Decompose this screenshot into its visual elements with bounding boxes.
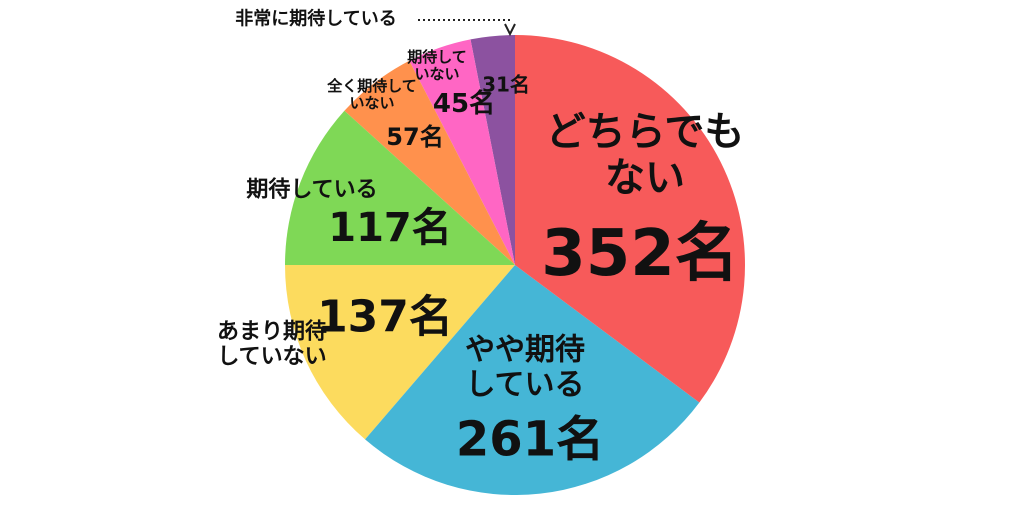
- pie-slice: [344, 60, 515, 265]
- pie-slice: [285, 265, 515, 440]
- leader-arrow: [504, 23, 516, 37]
- category-label: 期待していない: [407, 47, 467, 83]
- value-label: 117名: [328, 205, 452, 251]
- category-label: やや期待している: [465, 332, 585, 402]
- category-label: 非常に期待している: [235, 8, 397, 30]
- category-label: どちらでもない: [545, 109, 745, 201]
- value-label: 57名: [386, 123, 444, 152]
- pie-slice: [409, 39, 515, 265]
- category-label: 期待している: [246, 177, 378, 203]
- value-label: 137名: [317, 291, 453, 343]
- value-label: 261名: [455, 411, 605, 468]
- category-label: あまり期待していない: [216, 319, 327, 370]
- pie-slice: [365, 265, 700, 496]
- value-label: 45名: [432, 89, 496, 120]
- value-label: 352名: [541, 217, 739, 292]
- category-label: 全く期待していない: [327, 76, 417, 112]
- value-label: 31名: [482, 72, 530, 97]
- pie-slice: [285, 110, 515, 266]
- pie-slice: [470, 35, 515, 265]
- pie-slice: [515, 35, 745, 403]
